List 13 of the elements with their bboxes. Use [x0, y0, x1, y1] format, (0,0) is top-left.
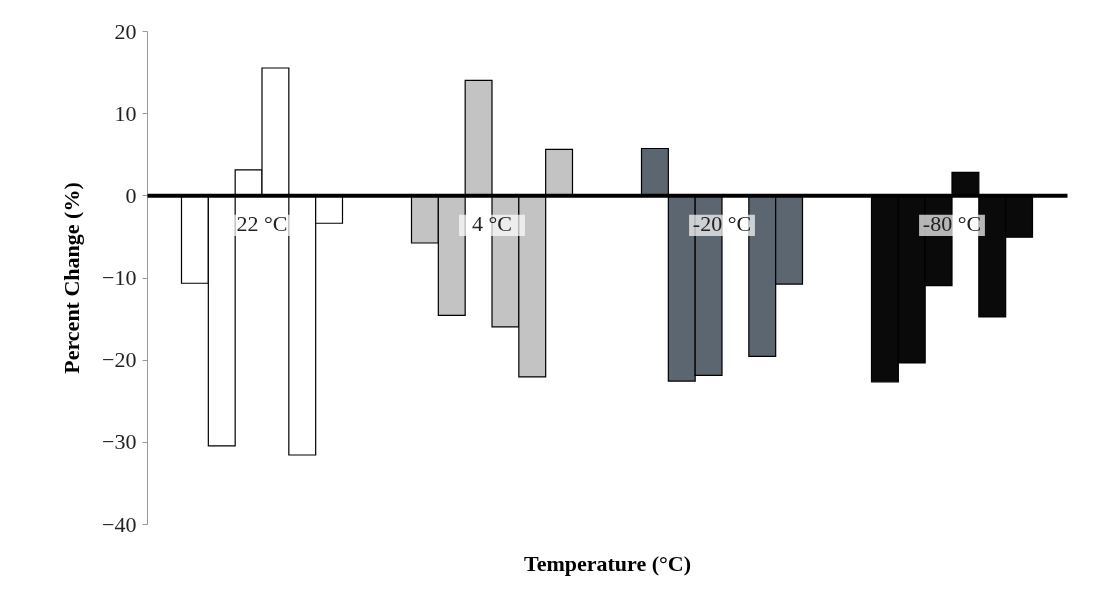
y-tick-label: −10 — [102, 265, 137, 290]
x-axis-title: Temperature (°C) — [523, 550, 692, 576]
x-tick-label: -20 °C — [692, 210, 752, 236]
y-tick-label: 10 — [114, 100, 137, 126]
x-tick-label: 4 °C — [472, 210, 512, 236]
y-tick-label: −20 — [102, 347, 137, 373]
x-tick-label: -80 °C — [922, 210, 982, 236]
y-axis-title: Percent Change (%) — [59, 182, 85, 374]
y-tick-label: −30 — [102, 429, 137, 455]
x-tick-label: 22 °C — [236, 210, 288, 236]
y-tick-label: 0 — [125, 182, 137, 208]
y-tick-label: −40 — [102, 511, 137, 537]
y-tick-label: 20 — [114, 18, 137, 44]
